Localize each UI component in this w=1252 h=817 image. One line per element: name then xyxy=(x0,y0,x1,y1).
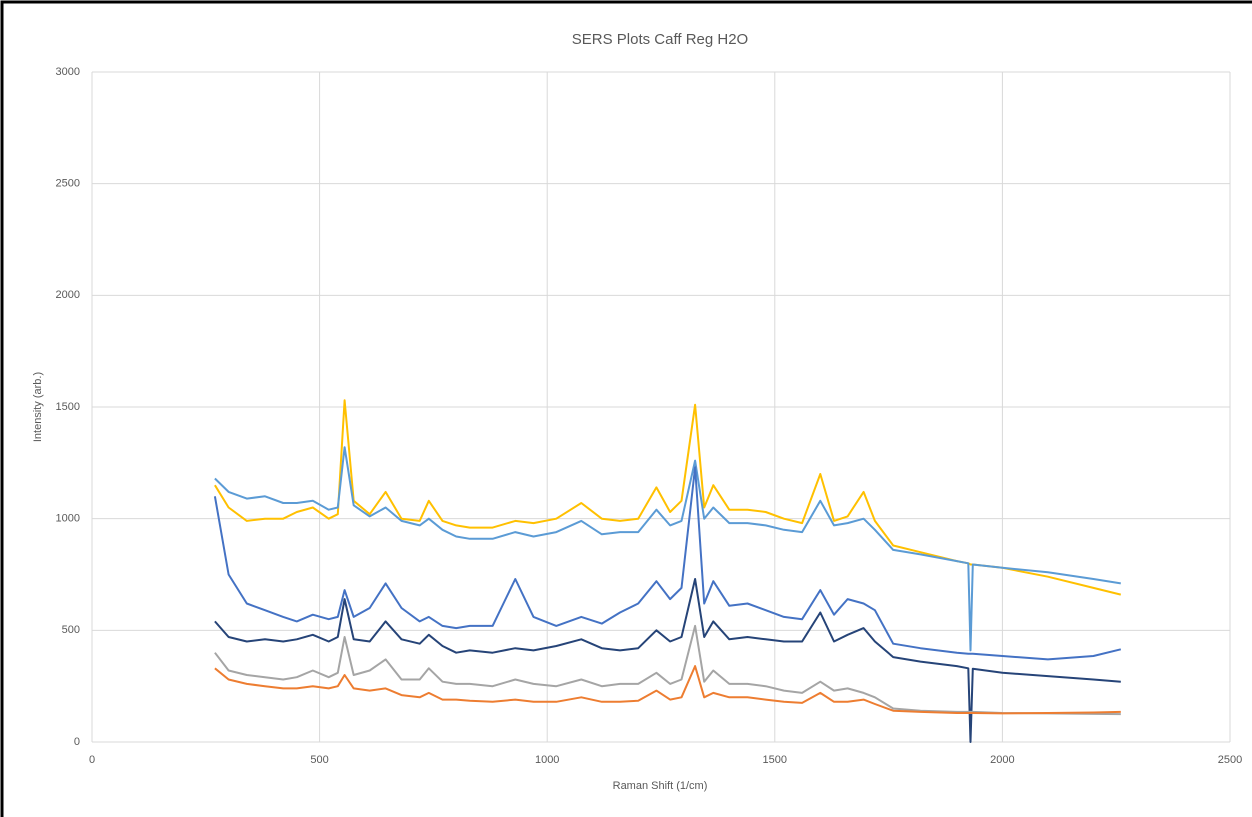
x-tick-label: 2000 xyxy=(990,754,1014,766)
y-tick-label: 3000 xyxy=(56,66,80,78)
series-line xyxy=(214,578,1121,743)
x-tick-label: 1500 xyxy=(763,754,787,766)
series-line xyxy=(214,446,1121,652)
x-tick-label: 500 xyxy=(310,754,328,766)
y-tick-label: 2500 xyxy=(56,178,80,190)
y-axis-title: Intensity (arb.) xyxy=(32,372,44,442)
chart-title: SERS Plots Caff Reg H2O xyxy=(572,31,748,48)
y-tick-label: 500 xyxy=(62,624,80,636)
x-tick-label: 2500 xyxy=(1218,754,1242,766)
series-line xyxy=(214,624,1121,716)
series-line xyxy=(214,665,1121,715)
series-line xyxy=(214,399,1122,596)
x-tick-label: 1000 xyxy=(535,754,559,766)
y-tick-label: 1000 xyxy=(56,513,80,525)
y-tick-label: 2000 xyxy=(56,289,80,301)
x-tick-label: 0 xyxy=(89,754,95,766)
y-tick-label: 0 xyxy=(74,736,80,748)
y-tick-label: 1500 xyxy=(56,401,80,413)
x-axis-title: Raman Shift (1/cm) xyxy=(613,780,708,792)
series-line xyxy=(213,466,1122,661)
